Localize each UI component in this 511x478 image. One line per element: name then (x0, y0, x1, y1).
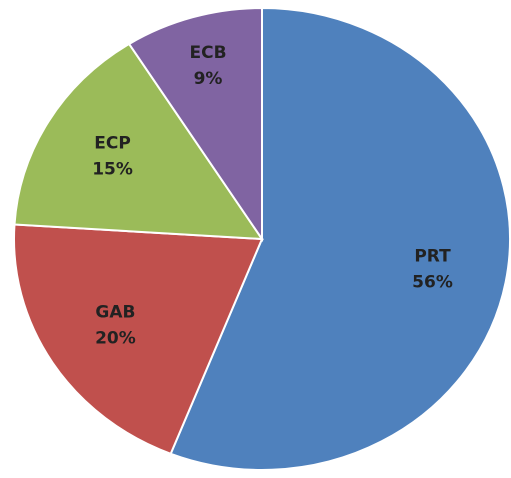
slice-label: ECP (94, 134, 131, 154)
pie-slice (13, 223, 264, 456)
pie-slice (13, 42, 264, 241)
slice-value-label: 56% (412, 272, 453, 292)
slice-value-label: 20% (95, 329, 136, 349)
slice-label: ECB (190, 43, 227, 63)
slice-label: PRT (414, 246, 451, 266)
pie-slice (169, 6, 511, 471)
slice-value-label: 15% (92, 160, 133, 180)
slice-value-label: 9% (194, 69, 223, 89)
pie-slice (127, 6, 263, 243)
slice-label: GAB (95, 303, 135, 323)
